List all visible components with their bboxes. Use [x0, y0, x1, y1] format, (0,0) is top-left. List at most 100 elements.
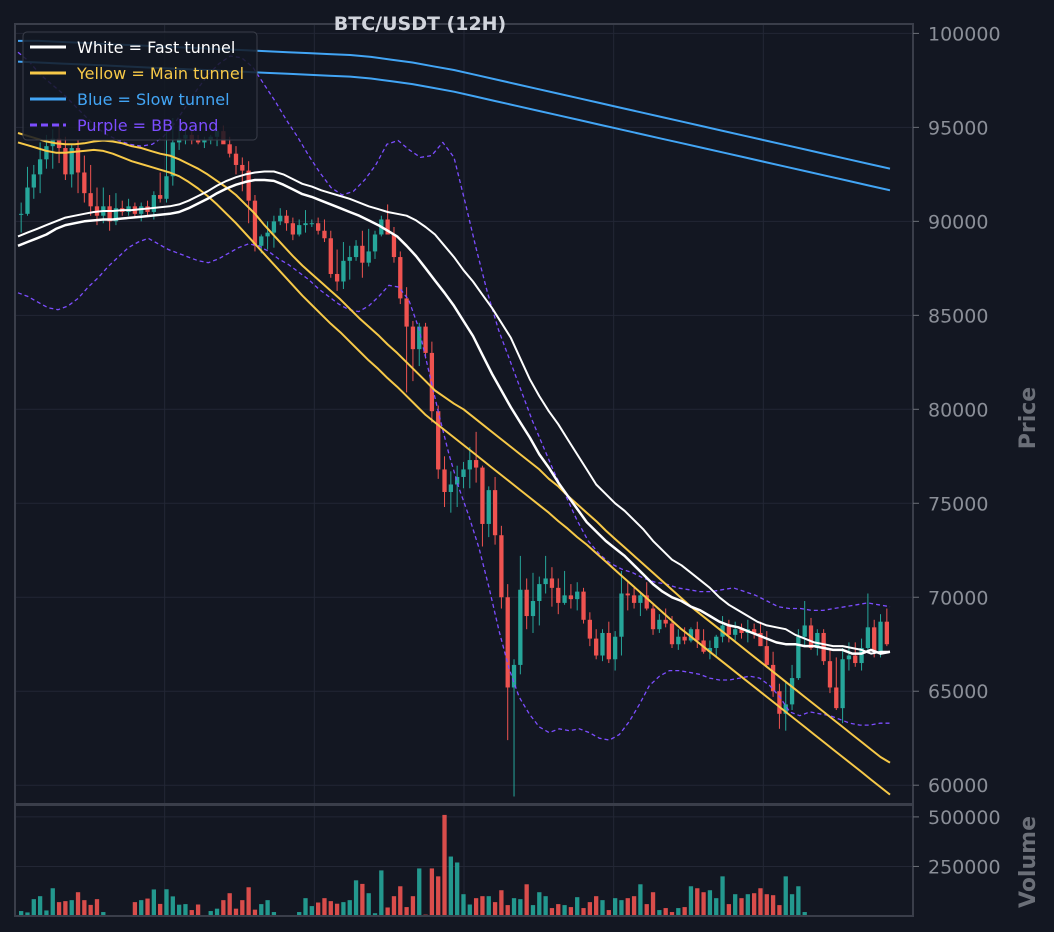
- candle-body: [448, 484, 453, 492]
- candle-body: [88, 193, 93, 207]
- candle-body: [151, 195, 157, 212]
- candle-body: [442, 469, 447, 492]
- candle-body: [385, 219, 390, 235]
- volume-bar: [195, 904, 201, 916]
- candle-body: [391, 234, 397, 258]
- volume-bar: [417, 868, 422, 916]
- price-tick-label: 95000: [928, 117, 988, 139]
- volume-bar: [75, 892, 81, 916]
- volume-bar: [492, 902, 498, 916]
- volume-bar: [240, 900, 245, 916]
- candle-body: [657, 619, 662, 630]
- candle-body: [758, 632, 763, 647]
- volume-bar: [486, 896, 491, 916]
- candle-body: [107, 206, 112, 222]
- candle-body: [808, 625, 814, 648]
- candle-body: [259, 236, 264, 246]
- candle-body: [328, 238, 333, 274]
- candle-body: [834, 687, 839, 709]
- legend-label: White = Fast tunnel: [77, 38, 235, 57]
- main-tunnel-lower-line: [17, 141, 891, 796]
- candle-body: [31, 174, 36, 188]
- volume-bar: [745, 894, 750, 916]
- volume-bar: [733, 894, 738, 916]
- candle-body: [688, 629, 694, 641]
- candle-body: [650, 608, 656, 630]
- volume-bar: [385, 907, 390, 916]
- volume-bar: [802, 912, 807, 916]
- candle-body: [638, 595, 643, 603]
- candle-body: [480, 467, 485, 524]
- volume-bar: [297, 912, 302, 916]
- volume-bar: [568, 907, 574, 916]
- volume-bar: [44, 910, 49, 916]
- candle-body: [707, 648, 713, 652]
- volume-bar: [587, 902, 593, 916]
- candle-body: [549, 578, 555, 588]
- candle-body: [423, 326, 428, 353]
- candle-body: [398, 257, 403, 299]
- candle-body: [246, 170, 251, 201]
- candle-body: [473, 460, 479, 468]
- candle-body: [290, 223, 296, 235]
- volume-bar: [151, 889, 157, 916]
- candle-body: [612, 636, 618, 660]
- volume-bars: [19, 814, 807, 917]
- volume-bar: [676, 908, 681, 916]
- legend: White = Fast tunnel Yellow = Main tunnel B…: [22, 31, 258, 141]
- volume-bar: [259, 904, 264, 916]
- candle-body: [334, 273, 340, 282]
- volume-bar: [518, 899, 523, 916]
- candle-body: [360, 245, 365, 263]
- candle-body: [158, 195, 163, 199]
- candle-body: [815, 632, 820, 648]
- volume-panel-frame: [14, 804, 914, 917]
- volume-bar: [549, 908, 555, 916]
- candle-body: [417, 326, 422, 350]
- candle-body: [366, 251, 371, 263]
- candle-body: [714, 636, 719, 648]
- volume-bar: [606, 910, 611, 916]
- volume-bar: [176, 904, 182, 916]
- volume-bar: [707, 890, 713, 916]
- volume-bar: [372, 913, 378, 916]
- volume-bar: [657, 910, 662, 916]
- candle-body: [606, 632, 611, 660]
- volume-bar: [271, 912, 277, 916]
- candle-body: [789, 678, 795, 705]
- volume-bar: [410, 896, 416, 916]
- candle-body: [25, 187, 30, 214]
- candle-body: [436, 411, 441, 470]
- price-tick-label: 70000: [928, 587, 988, 609]
- volume-bar: [341, 902, 346, 916]
- candle-body: [676, 636, 681, 645]
- candle-body: [751, 629, 757, 633]
- candle-body: [530, 601, 536, 617]
- candle-body: [884, 621, 889, 645]
- volume-bar: [429, 868, 435, 916]
- candle-body: [631, 595, 637, 603]
- volume-bar: [499, 890, 504, 916]
- candle-body: [170, 142, 175, 177]
- volume-axis-ticks: 250000 500000: [913, 807, 1001, 878]
- candle-body: [353, 245, 359, 258]
- candle-body: [271, 221, 277, 233]
- candle-body: [492, 490, 498, 536]
- volume-bar: [189, 910, 194, 916]
- volume-bar: [448, 856, 453, 916]
- candle-body: [625, 593, 630, 596]
- volume-bar: [619, 900, 624, 916]
- candle-body: [644, 595, 649, 609]
- volume-bar: [612, 898, 618, 916]
- candle-body: [594, 638, 599, 656]
- volume-bar: [436, 876, 441, 916]
- candle-body: [278, 215, 283, 222]
- fast-tunnel-lower-line: [17, 178, 891, 655]
- volume-bar: [663, 908, 668, 916]
- volume-bar: [600, 900, 605, 916]
- volume-bar: [695, 888, 700, 916]
- candle-body: [202, 140, 207, 143]
- volume-bar: [139, 900, 144, 916]
- volume-bar: [581, 908, 586, 916]
